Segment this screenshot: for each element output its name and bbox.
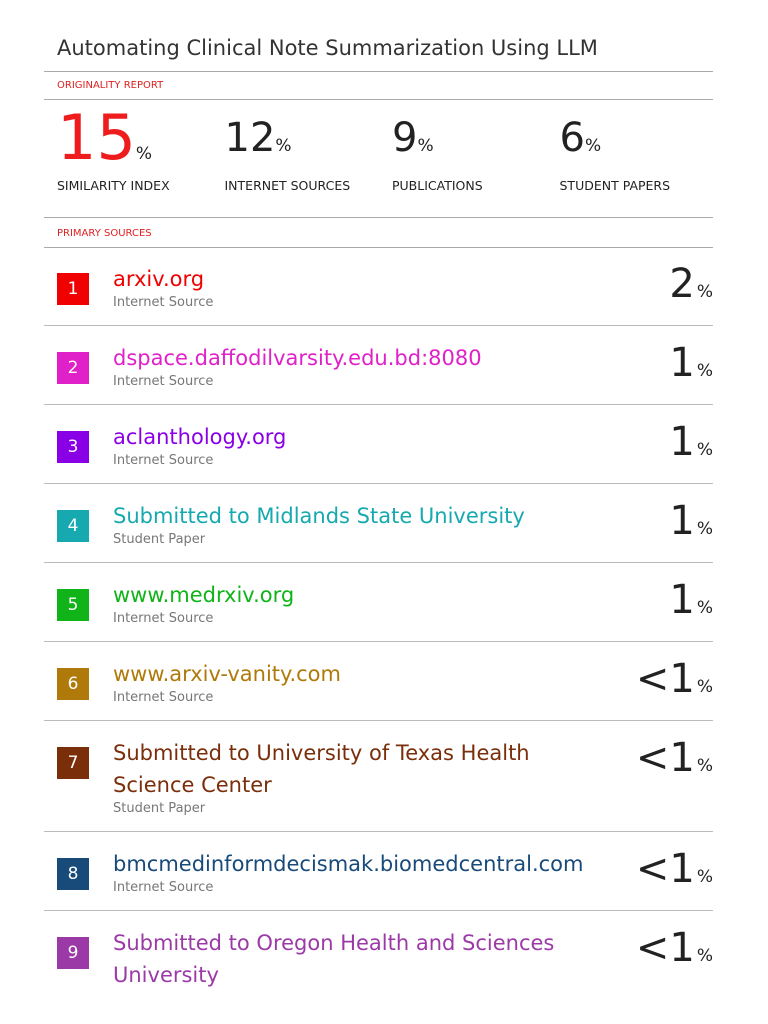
score-label: PUBLICATIONS xyxy=(392,178,483,193)
score: 12% INTERNET SOURCES xyxy=(225,108,393,193)
percent-unit: % xyxy=(696,946,713,966)
percent-unit: % xyxy=(696,519,713,539)
divider xyxy=(44,247,713,248)
source-type: Internet Source xyxy=(113,453,214,468)
percent-value: <1 xyxy=(635,656,695,702)
score-value: 12% xyxy=(225,108,393,176)
source-name: www.arxiv-vanity.com xyxy=(113,662,341,686)
score-number: 15 xyxy=(57,101,136,174)
divider xyxy=(44,217,713,218)
score-label: INTERNET SOURCES xyxy=(224,178,351,193)
source-row: 1 arxiv.org Internet Source 2% xyxy=(44,247,713,326)
source-name: aclanthology.org xyxy=(113,425,287,449)
source-type: Student Paper xyxy=(113,532,206,547)
rank-box: 2 xyxy=(57,352,89,384)
percent-unit: % xyxy=(696,867,713,887)
source-type: Internet Source xyxy=(113,295,214,310)
percent-unit: % xyxy=(696,756,713,776)
source-row: 3 aclanthology.org Internet Source 1% xyxy=(44,405,713,484)
source-row: 7 Submitted to University of Texas Health… xyxy=(44,721,713,832)
score-number: 12 xyxy=(224,115,276,161)
source-percent: 1% xyxy=(669,340,713,386)
percent-value: 1 xyxy=(669,577,695,623)
source-row: 4 Submitted to Midlands State University S… xyxy=(44,484,713,563)
source-percent: <1% xyxy=(636,925,713,971)
source-name: bmcmedinformdecismak.biomedcentral.com xyxy=(113,852,584,876)
percent-unit: % xyxy=(696,677,713,697)
score-unit: % xyxy=(275,136,292,156)
percent-value: <1 xyxy=(635,925,695,971)
rank-box: 9 xyxy=(57,937,89,969)
source-name: Submitted to Oregon Health and Sciences … xyxy=(113,931,555,987)
score: 15% SIMILARITY INDEX xyxy=(57,107,225,194)
section-label: ORIGINALITY REPORT xyxy=(57,80,164,91)
source-percent: 1% xyxy=(669,419,713,465)
percent-unit: % xyxy=(696,361,713,381)
source-row: 2 dspace.daffodilvarsity.edu.bd:8080 Inter… xyxy=(44,326,713,405)
score-value: 6% xyxy=(560,108,728,176)
score-unit: % xyxy=(135,144,153,164)
score: 6% STUDENT PAPERS xyxy=(560,108,728,193)
source-row: 8 bmcmedinformdecismak.biomedcentral.com I… xyxy=(44,832,713,911)
source-name: dspace.daffodilvarsity.edu.bd:8080 xyxy=(113,346,482,370)
source-row: 9 Submitted to Oregon Health and Sciences… xyxy=(44,911,713,1005)
percent-unit: % xyxy=(696,282,713,302)
rank-box: 7 xyxy=(57,747,89,779)
source-row: 5 www.medrxiv.org Internet Source 1% xyxy=(44,563,713,642)
rank-box: 6 xyxy=(57,668,89,700)
score-unit: % xyxy=(417,136,434,156)
divider xyxy=(44,99,713,100)
source-type: Internet Source xyxy=(113,880,214,895)
source-percent: <1% xyxy=(636,656,713,702)
score-label: SIMILARITY INDEX xyxy=(57,178,170,193)
score-label: STUDENT PAPERS xyxy=(559,178,671,193)
source-name: www.medrxiv.org xyxy=(113,583,295,607)
percent-value: 1 xyxy=(669,419,695,465)
score: 9% PUBLICATIONS xyxy=(392,108,560,193)
source-percent: 1% xyxy=(669,498,713,544)
source-percent: <1% xyxy=(636,846,713,892)
rank-box: 1 xyxy=(57,273,89,305)
percent-unit: % xyxy=(696,598,713,618)
percent-value: <1 xyxy=(635,846,695,892)
sources: 1 arxiv.org Internet Source 2% 2 dspace.daffo… xyxy=(44,247,713,1005)
source-row: 6 www.arxiv-vanity.com Internet Source <1% xyxy=(44,642,713,721)
source-percent: 2% xyxy=(669,261,713,307)
rank-box: 3 xyxy=(57,431,89,463)
title: Automating Clinical Note Summarization U… xyxy=(57,36,598,60)
rank-box: 8 xyxy=(57,858,89,890)
percent-unit: % xyxy=(696,440,713,460)
score-value: 15% xyxy=(57,107,225,184)
score-unit: % xyxy=(584,136,602,156)
percent-value: <1 xyxy=(635,735,695,781)
source-type: Internet Source xyxy=(113,374,214,389)
source-type: Student Paper xyxy=(113,801,206,816)
rank-box: 4 xyxy=(57,510,89,542)
source-name: arxiv.org xyxy=(113,267,205,291)
source-type: Internet Source xyxy=(113,690,214,705)
source-name: Submitted to University of Texas Health … xyxy=(113,741,530,797)
source-percent: <1% xyxy=(636,735,713,781)
percent-value: 2 xyxy=(669,261,695,307)
percent-value: 1 xyxy=(669,340,695,386)
source-percent: 1% xyxy=(669,577,713,623)
percent-value: 1 xyxy=(669,498,695,544)
score-number: 6 xyxy=(559,115,585,161)
score-number: 9 xyxy=(392,115,418,161)
score-value: 9% xyxy=(392,108,560,176)
section-label: PRIMARY SOURCES xyxy=(57,228,152,239)
rank-box: 5 xyxy=(57,589,89,621)
divider xyxy=(44,71,713,72)
source-type: Internet Source xyxy=(113,611,214,626)
source-name: Submitted to Midlands State University xyxy=(113,504,525,528)
